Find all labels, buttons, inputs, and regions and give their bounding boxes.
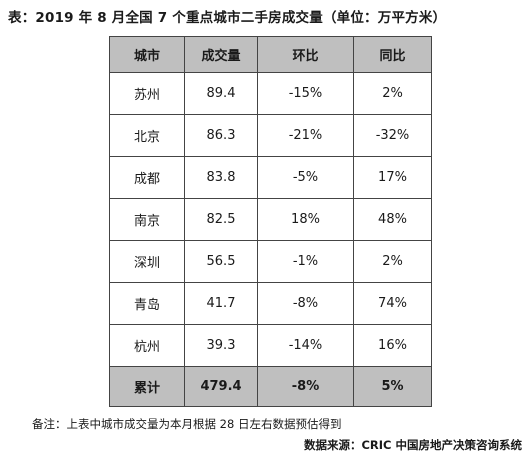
table-title: 表：2019 年 8 月全国 7 个重点城市二手房成交量（单位：万平方米） <box>8 10 447 26</box>
header-volume: 成交量 <box>184 36 258 73</box>
cell-yoy: 2% <box>353 72 432 115</box>
cell-volume: 39.3 <box>184 324 258 367</box>
cell-city: 苏州 <box>109 72 185 115</box>
data-source: 数据来源：CRIC 中国房地产决策咨询系统 <box>303 438 522 452</box>
cell-yoy: -32% <box>353 114 432 157</box>
table-row: 北京 86.3 -21% -32% <box>109 114 432 157</box>
cell-mom: -21% <box>257 114 354 157</box>
header-mom: 环比 <box>257 36 354 73</box>
footnote: 备注：上表中城市成交量为本月根据 28 日左右数据预估得到 <box>32 417 342 431</box>
cell-yoy: 16% <box>353 324 432 367</box>
cell-volume: 56.5 <box>184 240 258 283</box>
total-mom: -8% <box>257 366 354 407</box>
cell-mom: -15% <box>257 72 354 115</box>
total-row: 累计 479.4 -8% 5% <box>109 366 432 407</box>
table-row: 深圳 56.5 -1% 2% <box>109 240 432 283</box>
table-row: 杭州 39.3 -14% 16% <box>109 324 432 367</box>
total-yoy: 5% <box>353 366 432 407</box>
cell-yoy: 17% <box>353 156 432 199</box>
cell-mom: -1% <box>257 240 354 283</box>
cell-yoy: 2% <box>353 240 432 283</box>
header-city: 城市 <box>109 36 185 73</box>
cell-volume: 89.4 <box>184 72 258 115</box>
cell-volume: 86.3 <box>184 114 258 157</box>
cell-city: 青岛 <box>109 282 185 325</box>
total-volume: 479.4 <box>184 366 258 407</box>
cell-city: 杭州 <box>109 324 185 367</box>
table-row: 青岛 41.7 -8% 74% <box>109 282 432 325</box>
table-row: 成都 83.8 -5% 17% <box>109 156 432 199</box>
table-row: 苏州 89.4 -15% 2% <box>109 72 432 115</box>
header-row: 城市 成交量 环比 同比 <box>109 36 432 73</box>
cell-city: 北京 <box>109 114 185 157</box>
cell-city: 深圳 <box>109 240 185 283</box>
cell-mom: 18% <box>257 198 354 241</box>
total-label: 累计 <box>109 366 185 407</box>
header-yoy: 同比 <box>353 36 432 73</box>
cell-mom: -5% <box>257 156 354 199</box>
transaction-table: 城市 成交量 环比 同比 苏州 89.4 -15% 2% 北京 86.3 -21… <box>109 36 432 407</box>
cell-volume: 82.5 <box>184 198 258 241</box>
cell-mom: -14% <box>257 324 354 367</box>
table-row: 南京 82.5 18% 48% <box>109 198 432 241</box>
cell-volume: 41.7 <box>184 282 258 325</box>
cell-volume: 83.8 <box>184 156 258 199</box>
cell-city: 南京 <box>109 198 185 241</box>
cell-city: 成都 <box>109 156 185 199</box>
cell-mom: -8% <box>257 282 354 325</box>
cell-yoy: 74% <box>353 282 432 325</box>
cell-yoy: 48% <box>353 198 432 241</box>
